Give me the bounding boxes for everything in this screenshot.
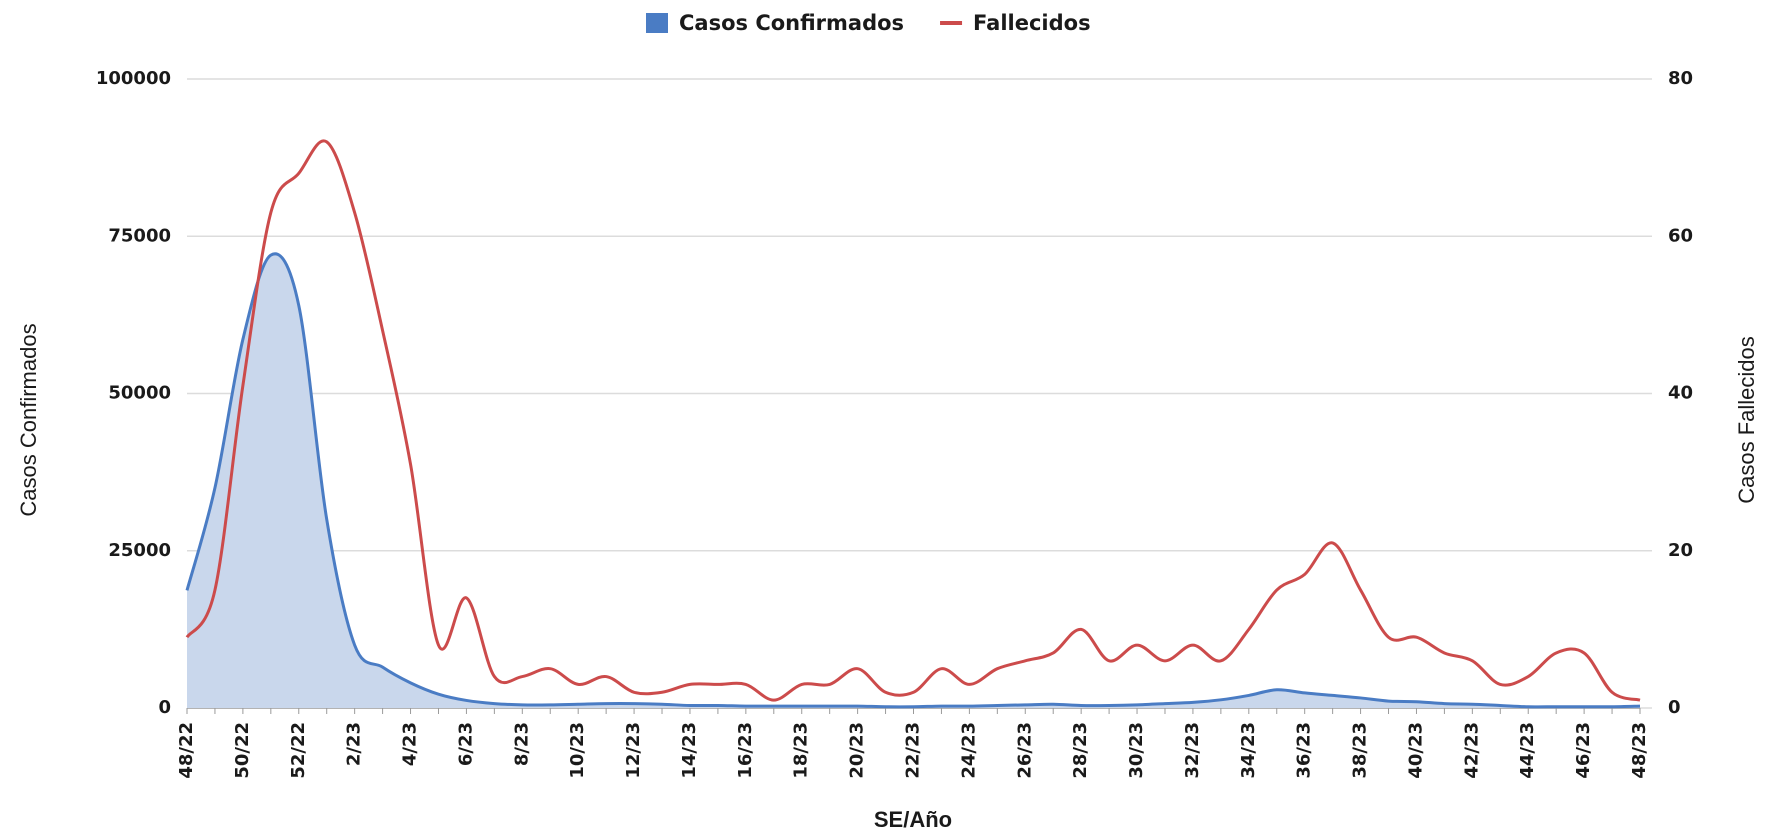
y-axis-title: Casos Confirmados xyxy=(16,323,41,516)
y-tick-label: 0 xyxy=(158,697,171,718)
x-tick-label: 36/23 xyxy=(1294,722,1315,779)
x-tick-label: 14/23 xyxy=(679,722,700,779)
x-tick-label: 40/23 xyxy=(1405,722,1426,779)
x-tick-label: 38/23 xyxy=(1350,722,1371,779)
y2-tick-label: 80 xyxy=(1668,68,1693,89)
x-tick-label: 10/23 xyxy=(567,722,588,779)
x-tick-label: 52/22 xyxy=(288,722,309,779)
x-tick-label: 48/23 xyxy=(1629,722,1650,779)
x-tick-label: 4/23 xyxy=(400,722,421,766)
x-tick-label: 20/23 xyxy=(847,722,868,779)
x-tick-label: 34/23 xyxy=(1238,722,1259,779)
legend-label: Fallecidos xyxy=(973,11,1091,35)
x-tick-label: 22/23 xyxy=(903,722,924,779)
area xyxy=(187,253,1640,709)
x-tick-label: 6/23 xyxy=(455,722,476,766)
y-tick-label: 100000 xyxy=(96,68,171,89)
x-tick-label: 18/23 xyxy=(791,722,812,779)
legend-label: Casos Confirmados xyxy=(679,11,904,35)
y-tick-label: 75000 xyxy=(108,225,171,246)
x-tick-label: 12/23 xyxy=(623,722,644,779)
x-tick-label: 16/23 xyxy=(735,722,756,779)
line xyxy=(185,139,1641,702)
x-tick-label: 50/22 xyxy=(232,722,253,779)
y-tick-label: 50000 xyxy=(108,383,171,404)
x-axis-title: SE/Año xyxy=(874,807,952,832)
y2-axis-title: Casos Fallecidos xyxy=(1734,336,1759,504)
y2-tick-label: 60 xyxy=(1668,225,1693,246)
x-tick-label: 8/23 xyxy=(511,722,532,766)
x-tick-label: 46/23 xyxy=(1573,722,1594,779)
plot xyxy=(185,139,1641,709)
line xyxy=(185,252,1641,709)
y2-tick-label: 20 xyxy=(1668,540,1693,561)
x-tick-label: 48/22 xyxy=(176,722,197,779)
x-tick-label: 30/23 xyxy=(1126,722,1147,779)
y-tick-label: 25000 xyxy=(108,540,171,561)
x-tick-label: 44/23 xyxy=(1517,722,1538,779)
x-tick-label: 42/23 xyxy=(1461,722,1482,779)
x-tick-label: 26/23 xyxy=(1014,722,1035,779)
grid xyxy=(186,78,1652,714)
x-tick-label: 28/23 xyxy=(1070,722,1091,779)
legend-swatch xyxy=(940,21,963,25)
y2-tick-label: 40 xyxy=(1668,383,1693,404)
x-tick-label: 24/23 xyxy=(958,722,979,779)
x-tick-label: 2/23 xyxy=(344,722,365,766)
x-tick-label: 32/23 xyxy=(1182,722,1203,779)
y2-tick-label: 0 xyxy=(1668,697,1681,718)
legend-swatch xyxy=(646,13,668,33)
